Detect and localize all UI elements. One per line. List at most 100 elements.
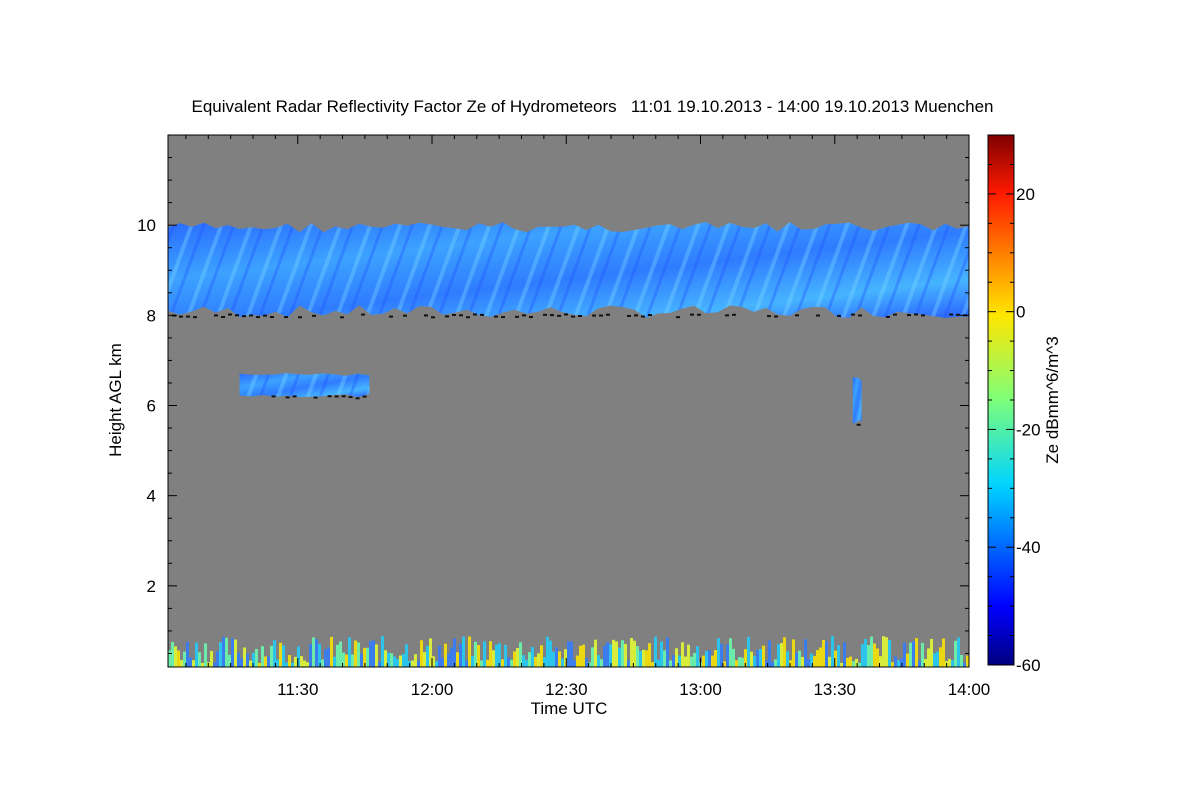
clutter-pixel bbox=[780, 643, 783, 667]
clutter-pixel bbox=[321, 659, 324, 667]
cloud-base-marker bbox=[795, 314, 799, 317]
clutter-pixel bbox=[447, 653, 450, 667]
clutter-pixel bbox=[834, 650, 837, 667]
clutter-pixel bbox=[585, 658, 588, 667]
clutter-pixel bbox=[303, 660, 306, 667]
clutter-pixel bbox=[891, 662, 894, 667]
clutter-pixel bbox=[507, 657, 510, 667]
cloud-base-marker bbox=[921, 314, 925, 317]
cloud-base-marker bbox=[270, 316, 274, 319]
clutter-pixel bbox=[903, 642, 906, 667]
clutter-pixel bbox=[642, 649, 645, 667]
clutter-pixel bbox=[426, 645, 429, 667]
clutter-pixel bbox=[750, 651, 753, 667]
clutter-pixel bbox=[840, 662, 843, 667]
y-tick-label: 4 bbox=[147, 487, 156, 506]
clutter-pixel bbox=[459, 643, 462, 667]
cloud-base-marker bbox=[907, 314, 911, 317]
clutter-pixel bbox=[213, 662, 216, 667]
clutter-pixel bbox=[432, 656, 435, 667]
cloud-base-marker bbox=[361, 313, 365, 316]
clutter-pixel bbox=[351, 654, 354, 667]
cloud-base-marker bbox=[494, 315, 498, 318]
clutter-pixel bbox=[342, 652, 345, 667]
clutter-pixel bbox=[873, 643, 876, 667]
clutter-pixel bbox=[825, 641, 828, 667]
clutter-pixel bbox=[630, 637, 633, 667]
cloud-base-marker bbox=[334, 395, 339, 398]
x-tick-label: 13:00 bbox=[679, 680, 722, 699]
clutter-pixel bbox=[756, 650, 759, 667]
cloud-base-marker bbox=[285, 396, 290, 399]
cloud-base-marker bbox=[641, 315, 645, 318]
clutter-pixel bbox=[765, 660, 768, 667]
cloud-base-marker bbox=[466, 316, 470, 319]
x-tick-label: 13:30 bbox=[813, 680, 856, 699]
cloud-base-marker bbox=[355, 397, 360, 400]
clutter-pixel bbox=[747, 636, 750, 667]
clutter-pixel bbox=[645, 650, 648, 667]
clutter-pixel bbox=[438, 645, 441, 667]
cloud-base-marker bbox=[242, 315, 246, 318]
clutter-pixel bbox=[318, 643, 321, 667]
clutter-pixel bbox=[441, 657, 444, 667]
clutter-pixel bbox=[912, 641, 915, 667]
clutter-pixel bbox=[387, 652, 390, 667]
clutter-pixel bbox=[246, 653, 249, 667]
clutter-pixel bbox=[300, 656, 303, 667]
clutter-pixel bbox=[519, 642, 522, 667]
clutter-pixel bbox=[195, 642, 198, 667]
clutter-pixel bbox=[309, 643, 312, 667]
clutter-pixel bbox=[489, 641, 492, 667]
clutter-pixel bbox=[297, 646, 300, 667]
x-tick-label: 12:30 bbox=[545, 680, 588, 699]
cloud-base-marker bbox=[327, 395, 332, 398]
clutter-pixel bbox=[453, 638, 456, 667]
cloud-base-marker bbox=[214, 314, 218, 317]
clutter-pixel bbox=[897, 660, 900, 667]
cloud-base-marker bbox=[557, 314, 561, 317]
clutter-pixel bbox=[477, 645, 480, 667]
clutter-pixel bbox=[636, 646, 639, 667]
cloud-base-marker bbox=[578, 314, 582, 317]
cloud-base-marker bbox=[459, 314, 463, 317]
cloud-base-marker bbox=[851, 313, 855, 316]
y-tick-label: 2 bbox=[147, 577, 156, 596]
clutter-pixel bbox=[198, 652, 201, 667]
x-tick-label: 14:00 bbox=[948, 680, 991, 699]
clutter-pixel bbox=[405, 644, 408, 667]
colorbar-tick-label: 0 bbox=[1016, 303, 1025, 322]
cloud-base-marker bbox=[634, 314, 638, 317]
cloud-base-marker bbox=[179, 315, 183, 318]
clutter-pixel bbox=[720, 643, 723, 667]
cloud-base-marker bbox=[676, 316, 680, 319]
clutter-pixel bbox=[852, 661, 855, 667]
clutter-pixel bbox=[798, 650, 801, 667]
cloud-base-marker bbox=[228, 313, 232, 316]
clutter-pixel bbox=[597, 655, 600, 667]
clutter-pixel bbox=[168, 650, 171, 667]
plot-area bbox=[167, 134, 970, 668]
clutter-pixel bbox=[900, 658, 903, 667]
cloud-base-marker bbox=[816, 314, 820, 317]
clutter-pixel bbox=[279, 642, 282, 667]
clutter-pixel bbox=[537, 653, 540, 667]
clutter-pixel bbox=[462, 636, 465, 667]
clutter-pixel bbox=[858, 662, 861, 667]
cloud-base-marker bbox=[732, 313, 736, 316]
clutter-pixel bbox=[579, 645, 582, 667]
clutter-pixel bbox=[591, 647, 594, 667]
clutter-pixel bbox=[933, 653, 936, 667]
clutter-pixel bbox=[480, 660, 483, 667]
clutter-pixel bbox=[732, 648, 735, 667]
cloud-base-marker bbox=[949, 313, 953, 316]
clutter-pixel bbox=[549, 640, 552, 667]
clutter-pixel bbox=[660, 641, 663, 667]
clutter-pixel bbox=[369, 641, 372, 667]
clutter-pixel bbox=[510, 659, 513, 667]
clutter-pixel bbox=[468, 636, 471, 667]
clutter-pixel bbox=[435, 661, 438, 667]
clutter-pixel bbox=[870, 636, 873, 667]
cloud-base-marker bbox=[271, 395, 276, 398]
clutter-pixel bbox=[180, 660, 183, 667]
